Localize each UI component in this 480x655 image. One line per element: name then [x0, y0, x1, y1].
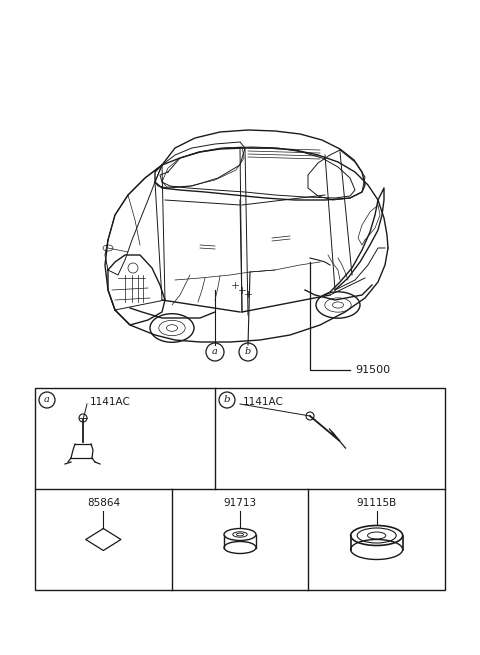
- Text: b: b: [245, 348, 251, 356]
- Text: 85864: 85864: [87, 498, 120, 508]
- Text: a: a: [212, 348, 218, 356]
- Text: 91500: 91500: [355, 365, 390, 375]
- Text: b: b: [224, 396, 230, 405]
- Text: 91713: 91713: [223, 498, 257, 508]
- Text: 1141AC: 1141AC: [243, 397, 284, 407]
- Text: 91115B: 91115B: [357, 498, 397, 508]
- Bar: [35, 388, 445, 590]
- Text: a: a: [44, 396, 50, 405]
- Text: 1141AC: 1141AC: [90, 397, 131, 407]
